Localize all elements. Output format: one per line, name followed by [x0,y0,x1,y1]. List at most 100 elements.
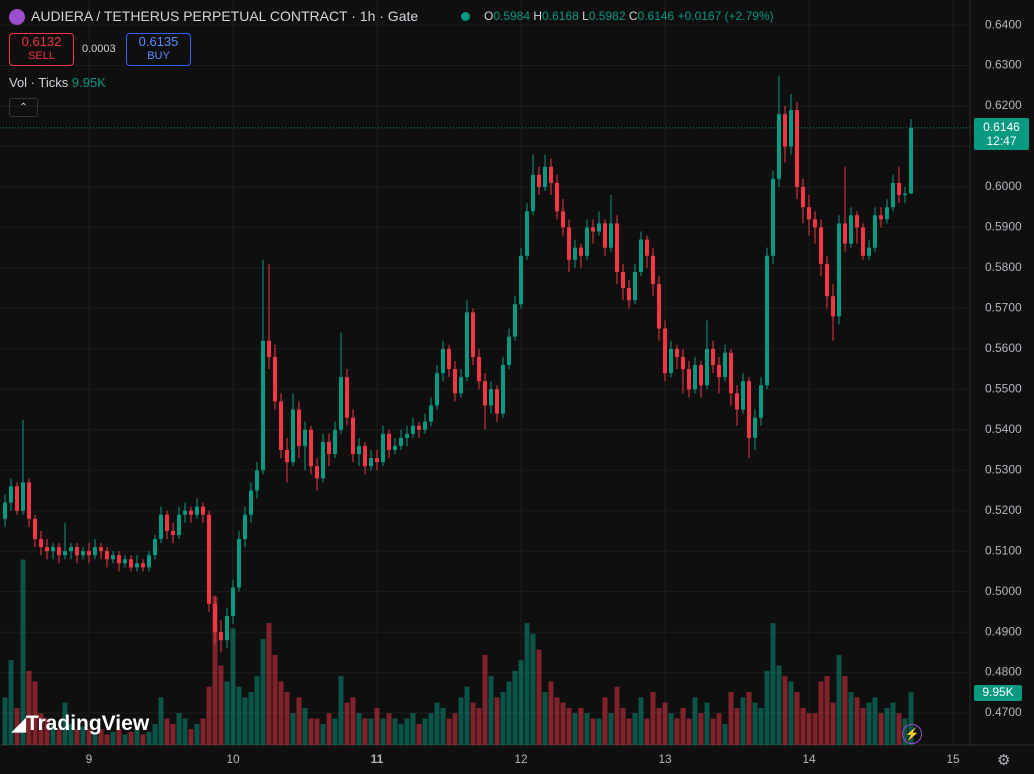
volume-bar [116,729,122,745]
candle-body [375,458,379,463]
volume-bar [734,707,740,745]
candle-body [351,417,355,455]
volume-bar [110,731,116,745]
candle-body [615,223,619,272]
candle-body [237,539,241,588]
collapse-button[interactable]: ⌃ [9,98,38,117]
volume-bar [446,718,452,745]
volume-bar [872,697,878,745]
volume-bar [500,692,506,745]
y-tick-label: 0.4700 [985,705,1022,719]
candle-body [657,284,661,329]
volume-bar [764,670,770,745]
symbol-title[interactable]: AUDIERA / TETHERUS PERPETUAL CONTRACT · … [31,8,419,24]
candle-body [603,223,607,248]
volume-bar [14,707,20,745]
volume-bar [644,718,650,745]
alert-icon[interactable]: ⚡ [902,724,922,744]
candle-body [477,356,481,382]
volume-bar [896,713,902,745]
volume-bar [776,665,782,745]
candle-body [645,239,649,256]
volume-bar [854,697,860,745]
candle-body [675,348,679,357]
candle-body [45,547,49,552]
volume-bar [356,713,362,745]
volume-bar [32,681,38,745]
candle-body [321,441,325,479]
symbol-logo [9,9,25,25]
candle-body [357,445,361,455]
candle-body [207,514,211,604]
candle-body [9,486,13,503]
candle-body [585,227,589,256]
buy-button[interactable]: 0.6135 BUY [126,33,191,66]
settings-icon[interactable]: ⚙ [997,752,1011,769]
volume-bar [290,713,296,745]
volume-bar [200,718,206,745]
candle-body [453,369,457,394]
candle-body [123,559,127,564]
volume-bar [728,692,734,745]
last-price: 0.6146 [983,120,1020,134]
volume-bar [56,729,62,745]
candle-body [87,551,91,556]
candle-body [729,352,733,394]
volume-bar [788,681,794,745]
candle-body [171,530,175,535]
candle-body [525,211,529,256]
volume-bar [158,697,164,745]
volume-bar [248,692,254,745]
volume-bar [416,723,422,745]
volume-bar [860,707,866,745]
volume-bar [530,633,536,745]
candle-body [903,193,907,196]
volume-bar [284,692,290,745]
volume-bar [824,676,830,745]
candle-body [189,510,193,515]
volume-bar [236,686,242,745]
candle-body [369,458,373,467]
candle-body [33,518,37,540]
ohlc-value: 0.6146 [637,9,675,23]
candle-body [543,166,547,187]
candle-body [627,288,631,301]
candle-body [669,348,673,374]
volume-bar [38,713,44,745]
volume-bar [146,731,152,745]
buy-price: 0.6135 [138,34,179,49]
candle-body [333,429,337,455]
candle-body [849,215,853,244]
candle-body [231,587,235,616]
y-tick-label: 0.6200 [985,98,1022,112]
volume-bar [230,628,236,745]
sell-button[interactable]: 0.6132 SELL [9,33,74,66]
volume-bar [164,718,170,745]
brand: ◢TradingView [12,712,150,735]
y-tick-label: 0.5300 [985,462,1022,476]
volume-bar [392,718,398,745]
candle-body [777,114,781,179]
ohlc-label: C [628,9,638,23]
buy-label: BUY [147,50,170,62]
candle-body [735,393,739,410]
candle-body [909,127,913,194]
volume-bar [710,718,716,745]
volume-bar [350,697,356,745]
volume-bar [104,734,110,745]
volume-bar [128,731,134,745]
candle-body [303,429,307,446]
candle-body [21,482,25,511]
volume-bar [308,718,314,745]
volume-bar [218,665,224,745]
candle-body [693,365,697,390]
x-tick-label: 14 [802,752,816,766]
candle-body [519,255,523,305]
y-tick-label: 0.5400 [985,422,1022,436]
volume-bar [572,713,578,745]
candle-body [495,389,499,414]
candle-body [315,466,319,479]
candle-body [249,490,253,515]
volume-badge: 9.95K [974,685,1022,701]
y-tick-label: 0.4800 [985,665,1022,679]
